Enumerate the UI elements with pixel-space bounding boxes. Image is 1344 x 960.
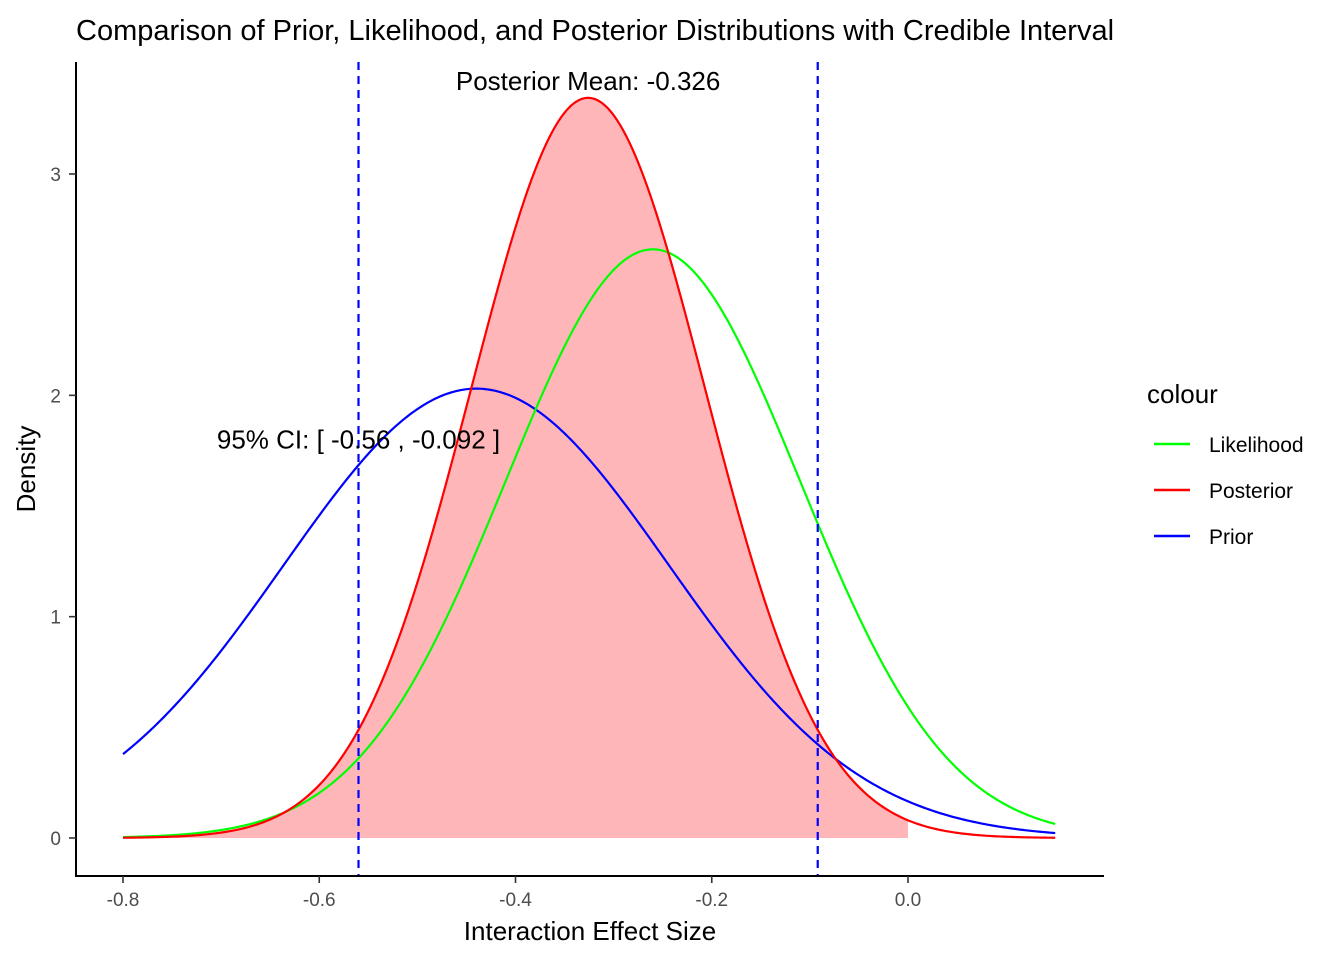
annotation-0: Posterior Mean: -0.326 (456, 66, 720, 96)
x-tick-label: -0.6 (303, 890, 336, 911)
y-tick-label: 3 (50, 165, 61, 186)
x-tick-label: -0.2 (695, 890, 728, 911)
series-line-posterior (122, 96, 1056, 839)
y-axis-title: Density (11, 426, 41, 513)
legend-label: Likelihood (1209, 434, 1304, 457)
series-lines-layer (122, 96, 1056, 839)
legend: colour Likelihood Posterior Prior (1147, 379, 1304, 549)
x-axis-title: Interaction Effect Size (464, 916, 716, 946)
legend-item-likelihood: Likelihood (1154, 434, 1304, 457)
posterior-shaded-area (123, 97, 908, 839)
series-line-prior (122, 387, 1056, 835)
legend-items: Likelihood Posterior Prior (1154, 434, 1304, 549)
x-ticks-layer: -0.8 -0.6 -0.4 -0.2 0.0 (107, 876, 921, 911)
legend-item-prior: Prior (1154, 526, 1253, 549)
legend-label: Prior (1209, 526, 1253, 549)
legend-label: Posterior (1209, 480, 1293, 503)
annotations-layer: Posterior Mean: -0.326 95% CI: [ -0.56 , … (217, 66, 720, 455)
posterior-fill-layer (123, 97, 908, 839)
chart-title: Comparison of Prior, Likelihood, and Pos… (76, 15, 1114, 47)
y-ticks-layer: 0 1 2 3 (50, 165, 76, 850)
legend-item-posterior: Posterior (1154, 480, 1293, 503)
x-tick-label: -0.8 (107, 890, 140, 911)
x-tick-label: -0.4 (499, 890, 532, 911)
y-tick-label: 2 (50, 386, 61, 407)
credible-interval-layer (357, 62, 819, 876)
x-tick-label: 0.0 (895, 890, 921, 911)
y-tick-label: 0 (50, 829, 61, 850)
annotation-1: 95% CI: [ -0.56 , -0.092 ] (217, 425, 500, 455)
y-tick-label: 1 (50, 608, 61, 629)
legend-title: colour (1147, 379, 1218, 409)
